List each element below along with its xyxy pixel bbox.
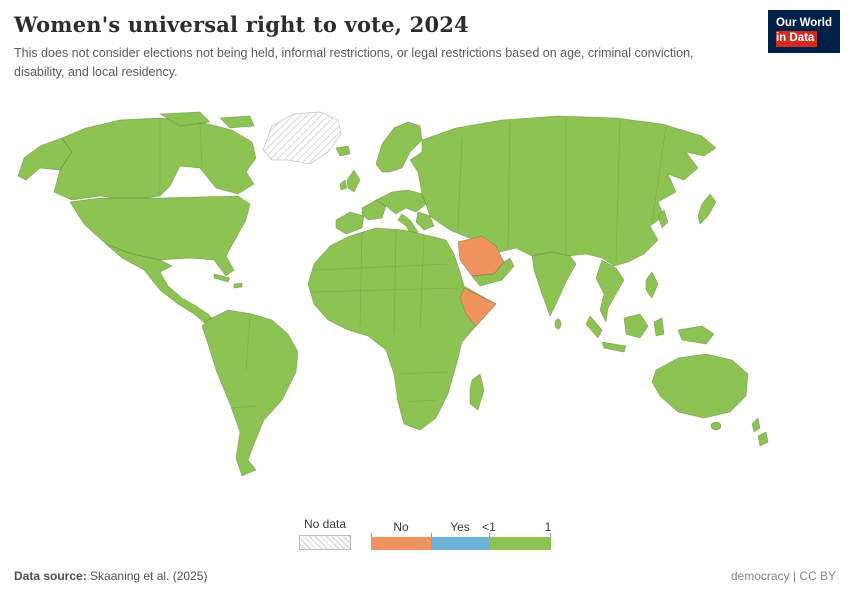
legend-tick	[489, 533, 490, 538]
region-iceland[interactable]	[335, 145, 351, 157]
legend-label-1: 1	[544, 520, 552, 534]
legend-tick	[371, 533, 372, 538]
data-source: Data source: Skaaning et al. (2025)	[14, 569, 207, 583]
region-central-europe[interactable]	[375, 189, 427, 215]
country-borders	[159, 118, 667, 409]
world-map-svg	[17, 111, 769, 477]
region-caribbean[interactable]	[213, 273, 243, 289]
data-source-label: Data source:	[14, 569, 87, 583]
region-korea[interactable]	[657, 209, 669, 229]
region-madagascar[interactable]	[469, 373, 485, 411]
map-legend: No data No Yes <1 1	[299, 517, 551, 550]
legend-labels: No Yes <1 1	[371, 520, 551, 537]
region-south-america[interactable]	[201, 309, 299, 477]
region-philippines[interactable]	[645, 271, 659, 299]
region-mexico-central-america[interactable]	[105, 243, 215, 325]
region-new-zealand[interactable]	[751, 417, 769, 447]
region-indochina[interactable]	[595, 259, 625, 323]
region-india[interactable]	[531, 251, 577, 317]
legend-no-data[interactable]: No data	[299, 517, 351, 550]
legend-segment-no[interactable]	[371, 537, 431, 550]
data-source-text: Skaaning et al. (2025)	[86, 569, 208, 583]
license-text[interactable]: democracy | CC BY	[730, 569, 836, 583]
region-arctic-islands[interactable]	[159, 111, 255, 129]
world-map[interactable]	[10, 108, 840, 513]
legend-label-no: No	[393, 520, 409, 534]
page-title: Women's universal right to vote, 2024	[14, 12, 469, 37]
logo-line-1: Our World	[775, 17, 832, 29]
region-russia-asia[interactable]	[409, 115, 717, 267]
owid-logo[interactable]: Our World in Data	[767, 10, 840, 53]
region-japan[interactable]	[697, 193, 717, 225]
region-balkans[interactable]	[415, 211, 435, 231]
region-tasmania[interactable]	[710, 421, 722, 431]
region-yemen-oman[interactable]	[471, 257, 515, 287]
region-canada[interactable]	[53, 117, 257, 201]
region-british-isles[interactable]	[339, 169, 361, 193]
logo-line-2: in Data	[775, 30, 818, 47]
legend-label-lt1: <1	[482, 520, 496, 534]
page-subtitle: This does not consider elections not bei…	[14, 46, 694, 79]
region-australia[interactable]	[651, 353, 749, 419]
legend-tick	[431, 533, 432, 538]
region-indonesia[interactable]	[585, 313, 665, 353]
region-sri-lanka[interactable]	[554, 318, 562, 330]
country-somalia-no[interactable]	[459, 287, 497, 327]
chart-footer: Data source: Skaaning et al. (2025) demo…	[14, 569, 836, 583]
legend-segment-yes[interactable]	[431, 537, 489, 550]
legend-no-data-swatch	[299, 535, 351, 550]
legend-colorbar[interactable]: No Yes <1 1	[371, 520, 551, 550]
legend-no-data-label: No data	[303, 517, 347, 531]
region-new-guinea[interactable]	[677, 325, 715, 345]
legend-label-yes: Yes	[450, 520, 470, 534]
chart-header: Women's universal right to vote, 2024 Th…	[14, 12, 750, 82]
region-africa[interactable]	[307, 227, 497, 431]
legend-segment-one[interactable]	[489, 537, 551, 550]
legend-tick	[550, 533, 551, 538]
legend-bar	[371, 537, 551, 550]
region-greenland-no-data[interactable]	[262, 111, 342, 165]
region-iberia[interactable]	[335, 211, 365, 235]
